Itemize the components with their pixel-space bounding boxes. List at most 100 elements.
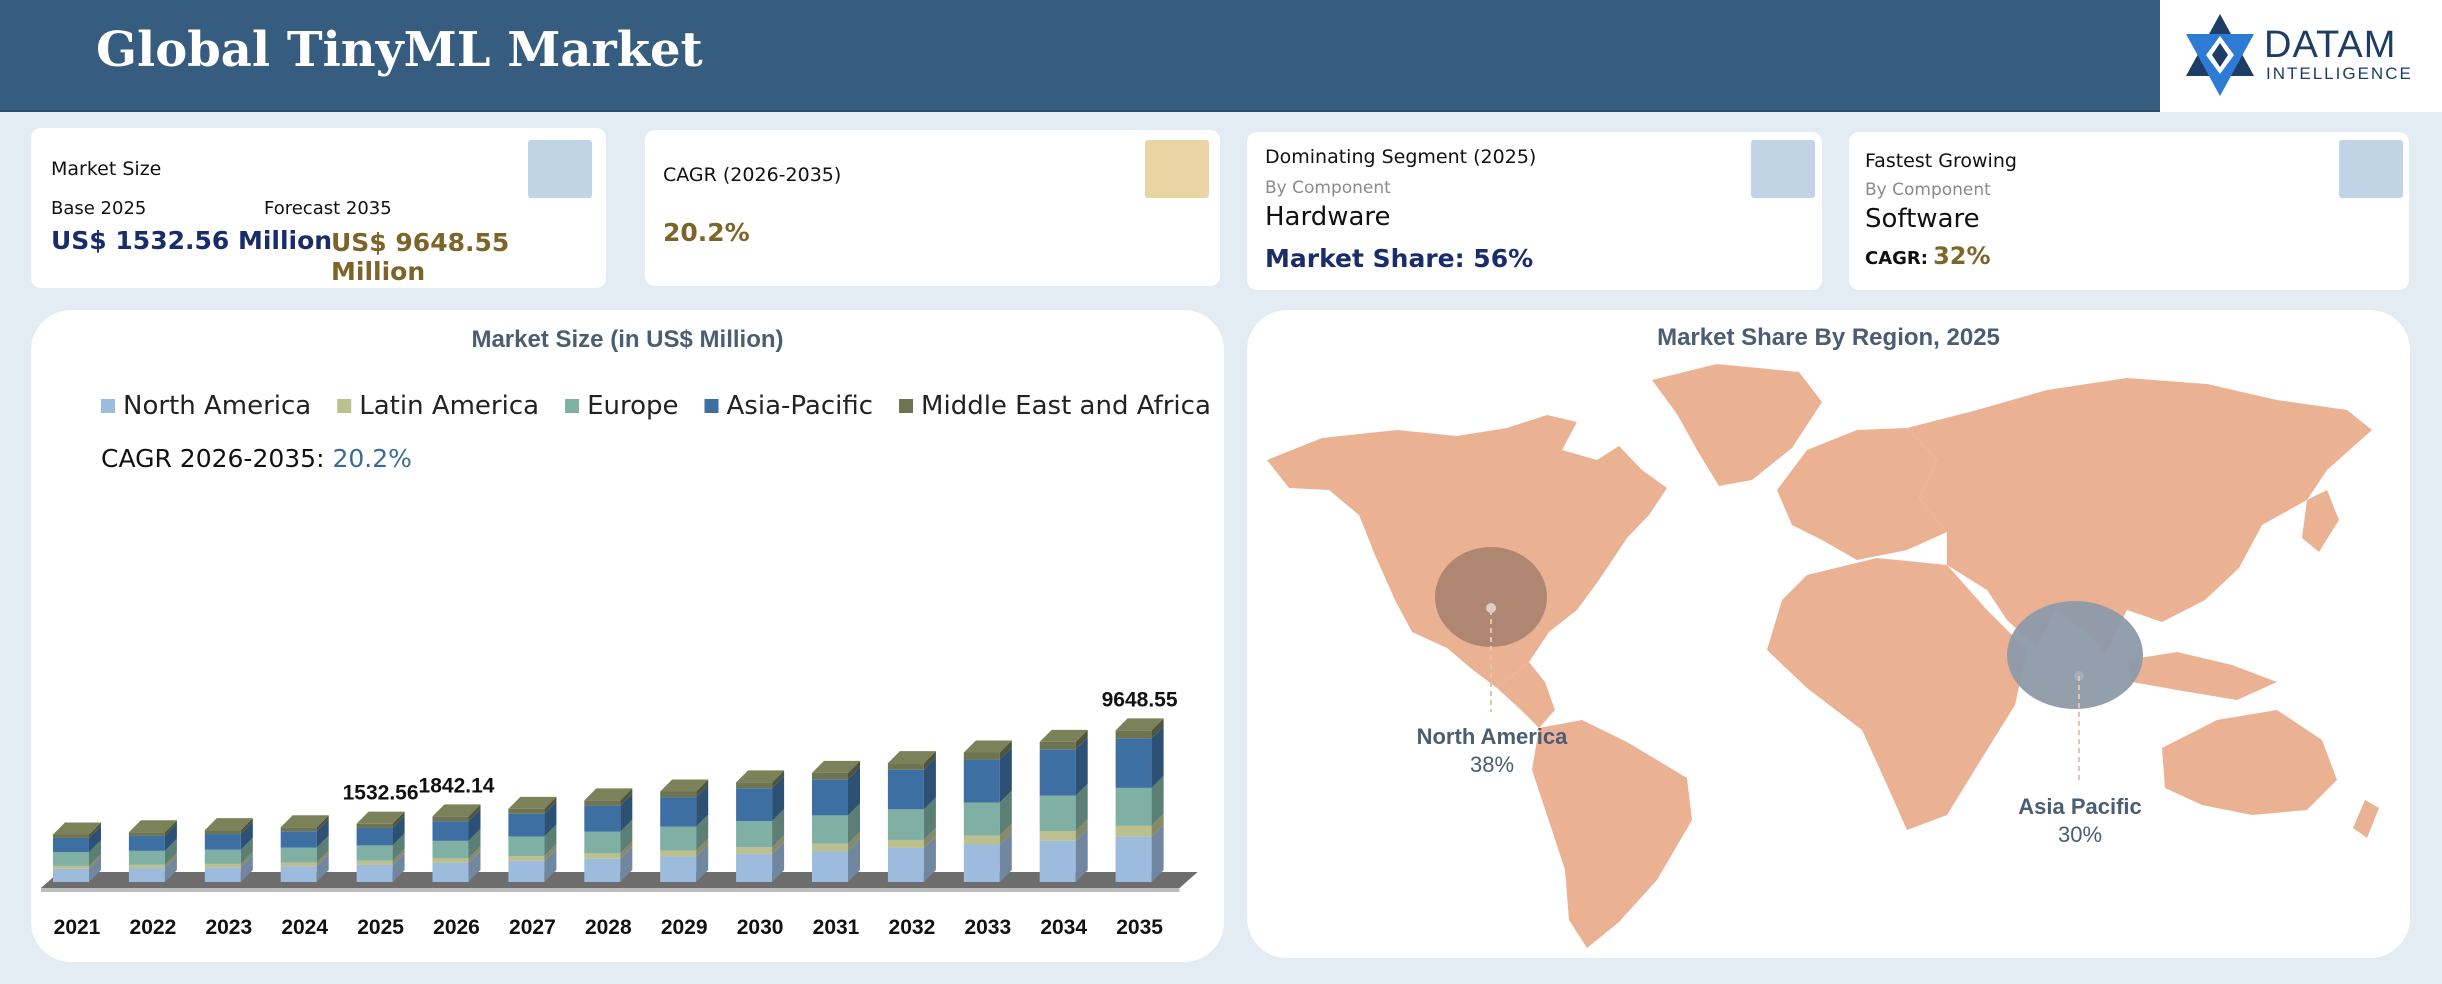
bar-2025-asia-pacific-side (392, 815, 405, 846)
bar-2032-latin-america (887, 839, 924, 848)
bar-2035-latin-america (1115, 825, 1152, 837)
kpi-cagr-value: 20.2% (663, 218, 750, 247)
tick-label-2021: 2021 (54, 916, 101, 939)
bar-2035-north-america (1115, 836, 1152, 882)
bar-2024-middle-east-and-africa (280, 827, 317, 832)
bar-2030-cap (736, 770, 785, 783)
bar-2033-latin-america (963, 835, 1000, 845)
legend-label-europe: Europe (587, 391, 678, 421)
kpi-fastest-by: By Component (1865, 180, 1991, 200)
bar-2024-latin-america-side (316, 850, 329, 867)
bar-2021-north-america-side (89, 856, 101, 882)
bar-2030-asia-pacific-side (772, 776, 785, 822)
bar-2023-north-america (204, 867, 241, 882)
indonesia-shape (2127, 652, 2277, 700)
tick-label-2035: 2035 (1116, 916, 1163, 939)
kpi-forecast-label: Forecast 2035 (264, 198, 392, 219)
bar-2035-europe (1115, 787, 1152, 826)
north-america-pin (1486, 603, 1496, 613)
bar-2030-middle-east-and-africa (736, 782, 773, 789)
legend-swatch-europe (565, 399, 580, 413)
bar-2035-asia-pacific (1115, 738, 1152, 788)
bar-2029-europe-side (696, 814, 709, 851)
bar-2023-north-america-side (240, 855, 253, 882)
bar-2030-latin-america-side (772, 835, 785, 854)
bar-2034-north-america-side (1075, 828, 1088, 882)
kpi-fastest-cagr-value: 32% (1933, 242, 1991, 270)
bar-2034-asia-pacific (1039, 749, 1076, 796)
bar-2031-middle-east-and-africa-side (848, 760, 860, 780)
kpi-base-label: Base 2025 (51, 198, 147, 219)
bar-2023-middle-east-and-africa-side (240, 818, 253, 835)
bar-2022-middle-east-and-africa-side (164, 820, 177, 836)
bar-2033-middle-east-and-africa (963, 752, 1000, 760)
kpi-fastest-segment: Software (1865, 204, 1980, 234)
kpi-market-size-swatch (528, 140, 592, 198)
bar-2031-middle-east-and-africa (812, 772, 848, 780)
bar-2026-north-america (432, 862, 469, 882)
tick-label-2025: 2025 (357, 916, 404, 939)
legend-item-latin-america: Latin America (337, 391, 539, 421)
bar-2025-north-america (356, 864, 393, 882)
bar-2028-europe (584, 831, 621, 854)
bar-2035-middle-east-and-africa (1115, 730, 1152, 739)
bar-2028-asia-pacific (584, 805, 621, 832)
europe-shape (1777, 428, 1947, 560)
kpi-fastest-title: Fastest Growing (1865, 150, 2017, 172)
bar-2022-europe (128, 850, 165, 865)
bar-2034-latin-america (1039, 831, 1076, 841)
bar-2034-north-america (1039, 840, 1076, 882)
asia-pacific-bubble (2007, 601, 2143, 709)
bar-2032-asia-pacific-side (923, 757, 936, 810)
tick-label-2034: 2034 (1040, 916, 1087, 939)
bar-2029-north-america-side (696, 844, 709, 882)
bar-2025-asia-pacific (356, 827, 393, 846)
star-logo-icon (2186, 14, 2254, 96)
bar-2028-latin-america (584, 853, 621, 859)
bar-2022-north-america-side (164, 856, 177, 882)
tick-label-2027: 2027 (509, 916, 556, 939)
bar-2023-middle-east-and-africa (204, 830, 241, 835)
chart-cagr-value: 20.2% (332, 444, 411, 473)
stacked-bar-chart: CAGR 2026-2035: 20.2% North America Latin… (41, 391, 1211, 939)
bar-2023-europe (204, 849, 241, 864)
bar-2029-latin-america-side (696, 838, 709, 857)
bar-2027-europe (508, 836, 545, 857)
floor-edge (41, 888, 1180, 892)
bar-2033-asia-pacific (963, 759, 1000, 803)
bar-2030-europe-side (772, 809, 785, 848)
bar-2021-north-america (53, 868, 89, 882)
kpi-fastest-cagr: CAGR: 32% (1865, 242, 1991, 270)
tick-label-2032: 2032 (889, 916, 936, 939)
bar-2032-middle-east-and-africa (887, 763, 924, 770)
bar-2025-middle-east-and-africa (356, 823, 393, 828)
bar-2031-north-america-side (848, 839, 860, 882)
new-zealand-shape (2353, 800, 2379, 838)
australia-shape (2162, 710, 2337, 815)
bar-2023-asia-pacific-side (240, 822, 253, 850)
bar-2030-europe (736, 821, 773, 848)
bar-2021-latin-america (53, 865, 89, 869)
region-value-north-america: 38% (1469, 752, 1515, 777)
bar-2026-europe (432, 840, 469, 859)
bar-2022-asia-pacific (128, 835, 165, 851)
region-name-north-america: North America (1416, 724, 1568, 749)
legend-swatch-latin-america (337, 399, 352, 413)
south-america-shape (1532, 720, 1692, 948)
bar-2033-latin-america-side (999, 823, 1012, 845)
kpi-dominating-swatch (1751, 140, 1815, 198)
kpi-dominating-share: Market Share: 56% (1265, 244, 1534, 273)
bar-2026-cap (432, 804, 481, 817)
bar-2027-latin-america (508, 856, 545, 861)
legend-label-latin-america: Latin America (359, 391, 539, 421)
bar-2024-north-america-side (316, 854, 329, 882)
bar-2035-asia-pacific-side (1151, 726, 1164, 788)
bar-2027-europe-side (544, 824, 557, 857)
kpi-cagr-title: CAGR (2026-2035) (663, 164, 842, 186)
bar-2035-middle-east-and-africa-side (1151, 718, 1164, 739)
kpi-market-size-title: Market Size (51, 158, 162, 180)
bar-2024-north-america (280, 866, 317, 882)
bar-2026-middle-east-and-africa (432, 816, 469, 822)
bar-2034-cap (1039, 729, 1088, 742)
bar-2024-europe-side (316, 835, 329, 863)
